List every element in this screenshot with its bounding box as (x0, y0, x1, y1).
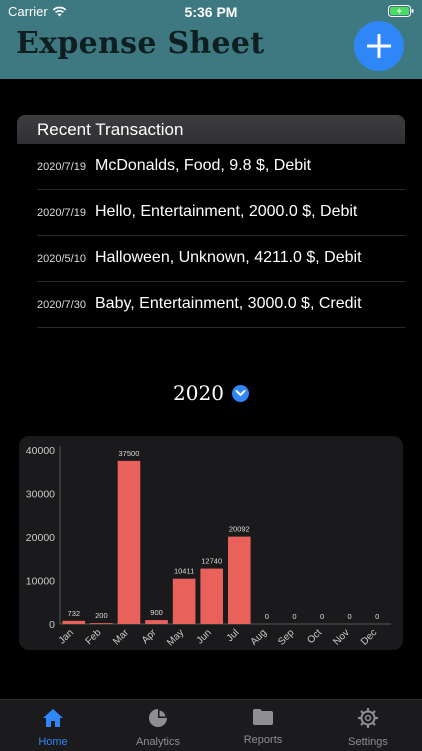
tab-reports-label: Reports (243, 734, 283, 746)
carrier-label: Carrier (8, 4, 48, 19)
pie-chart-icon (149, 709, 167, 727)
x-tick-label: Mar (111, 627, 131, 647)
carrier-indicator: Carrier (8, 4, 67, 19)
monthly-expense-chart: 0 10000 20000 30000 40000 732 Jan 200 Feb 37500 Ma… (19, 436, 403, 650)
bar-value-label: 0 (348, 612, 352, 621)
transaction-description: Halloween, Unknown, 4211.0 $, Debit (95, 249, 362, 266)
page-title: Expense Sheet (16, 26, 265, 61)
x-tick-label: May (165, 627, 186, 648)
year-label: 2020 (173, 381, 224, 405)
transaction-description: Hello, Entertainment, 2000.0 $, Debit (95, 203, 358, 220)
transaction-date: 2020/7/30 (37, 299, 86, 311)
app-header: Carrier 5:36 PM Expense Sheet (0, 0, 422, 79)
x-tick-label: Dec (359, 627, 379, 647)
x-tick-label: Jul (225, 627, 242, 644)
transaction-description: McDonalds, Food, 9.8 $, Debit (95, 157, 312, 174)
wifi-icon (52, 6, 67, 17)
tab-analytics-label: Analytics (135, 736, 181, 748)
transaction-date: 2020/7/19 (37, 207, 86, 219)
y-tick-label: 0 (49, 619, 55, 631)
x-tick-label: Sep (276, 627, 297, 648)
recent-transactions-title: Recent Transaction (37, 120, 184, 139)
transaction-date: 2020/7/19 (37, 161, 86, 173)
bar-value-label: 732 (68, 609, 81, 618)
y-tick-label: 40000 (26, 445, 55, 457)
bar-value-label: 0 (265, 612, 269, 621)
x-tick-label: Oct (305, 627, 324, 646)
bar-value-label: 0 (320, 612, 324, 621)
x-tick-label: Jan (57, 627, 76, 646)
y-tick-label: 10000 (26, 576, 55, 588)
bar-value-label: 200 (95, 611, 108, 620)
transaction-list: 2020/7/19 McDonalds, Food, 9.8 $, Debit … (17, 144, 405, 328)
tab-home[interactable]: Home (8, 708, 98, 748)
bar-value-label: 900 (150, 608, 163, 617)
chevron-down-icon[interactable] (231, 384, 249, 402)
y-tick-label: 30000 (26, 489, 55, 501)
transaction-row[interactable]: 2020/7/19 McDonalds, Food, 9.8 $, Debit (37, 144, 405, 190)
bar (200, 568, 224, 624)
transaction-row[interactable]: 2020/7/19 Hello, Entertainment, 2000.0 $… (37, 190, 405, 236)
tab-settings[interactable]: Settings (323, 707, 413, 748)
year-selector[interactable]: 2020 (0, 381, 422, 405)
x-tick-label: Apr (140, 627, 159, 646)
bar (227, 536, 251, 624)
bar-value-label: 0 (375, 612, 379, 621)
tab-reports[interactable]: Reports (218, 708, 308, 746)
bar-value-label: 20092 (229, 525, 250, 534)
home-icon (43, 709, 63, 727)
add-expense-button[interactable] (354, 21, 404, 71)
tab-analytics[interactable]: Analytics (113, 708, 203, 748)
status-bar: Carrier 5:36 PM (0, 0, 422, 24)
transaction-description: Baby, Entertainment, 3000.0 $, Credit (95, 295, 362, 312)
x-tick-label: Aug (249, 627, 269, 647)
folder-icon (253, 709, 273, 725)
battery-icon (388, 5, 414, 20)
bar-value-label: 12740 (201, 557, 222, 566)
tab-settings-label: Settings (348, 736, 388, 748)
transaction-row[interactable]: 2020/5/10 Halloween, Unknown, 4211.0 $, … (37, 236, 405, 282)
x-tick-label: Nov (331, 627, 351, 647)
y-tick-label: 20000 (26, 532, 55, 544)
recent-transactions-header: Recent Transaction (17, 115, 405, 144)
bar (145, 620, 168, 624)
tab-home-label: Home (38, 736, 68, 748)
bar-value-label: 10411 (174, 567, 194, 576)
bar (117, 460, 141, 624)
status-time: 5:36 PM (184, 4, 238, 20)
plus-icon (367, 34, 391, 58)
transaction-row[interactable]: 2020/7/30 Baby, Entertainment, 3000.0 $,… (37, 282, 405, 328)
bar (90, 623, 113, 624)
tab-bar: Home Analytics Reports Settings (0, 699, 422, 751)
bar (62, 620, 86, 624)
gear-icon (357, 707, 379, 729)
bar-value-label: 0 (292, 612, 296, 621)
bar-value-label: 37500 (119, 449, 140, 458)
bar-chart: 0 10000 20000 30000 40000 732 Jan 200 Feb 37500 Ma… (26, 445, 391, 648)
bar (172, 578, 196, 624)
transaction-date: 2020/5/10 (37, 253, 86, 265)
x-tick-label: Feb (84, 627, 104, 647)
x-tick-label: Jun (195, 627, 214, 646)
